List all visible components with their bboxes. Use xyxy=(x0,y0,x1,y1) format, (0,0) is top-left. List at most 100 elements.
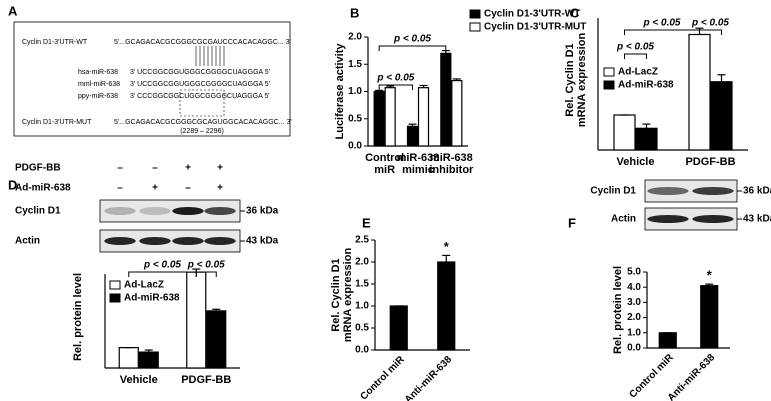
annotation: * xyxy=(707,268,713,283)
y-tick-label: 2.0 xyxy=(348,32,362,43)
y-axis-label: Luciferase activity xyxy=(334,43,346,140)
bar xyxy=(373,90,385,147)
x-tick-label: mimic xyxy=(402,164,434,176)
blot-band xyxy=(104,207,136,215)
sequence-position: (2289 – 2296) xyxy=(180,128,224,135)
legend-label: Cyclin D1-3'UTR-MUT xyxy=(484,22,586,33)
bar xyxy=(138,351,159,369)
x-tick-label: Anti-miR-638 xyxy=(403,354,455,401)
x-tick-label: PDGF-BB xyxy=(181,374,231,386)
sequence-name: Cyclin D1-3'UTR-MUT xyxy=(22,119,92,126)
legend-label: Ad-LacZ xyxy=(618,67,658,78)
bracket xyxy=(128,271,197,277)
bracket xyxy=(624,53,647,59)
x-tick-label: PDGF-BB xyxy=(685,156,735,168)
x-tick-label: Vehicle xyxy=(617,156,655,168)
bracket xyxy=(378,45,447,51)
bar xyxy=(186,271,207,369)
x-tick-label: inhibitor xyxy=(429,164,474,176)
panel-label: B xyxy=(350,5,359,20)
blot-band xyxy=(692,215,734,223)
bracket xyxy=(378,84,413,90)
legend-swatch xyxy=(603,67,615,77)
treatment-sign: + xyxy=(217,163,223,174)
sequence-name: ppy-miR-638 xyxy=(78,93,118,100)
x-tick-label: miR-638 xyxy=(430,152,473,164)
y-tick-label: 0.5 xyxy=(355,323,369,334)
sequence: 5'...GCAGACACGCGGGCGCAGUGGCACACAGGC... 3… xyxy=(114,119,292,126)
chart: Rel. Cyclin D1 mRNA expression Vehicle PDGF… xyxy=(564,18,748,168)
annotation: p < 0.05 xyxy=(393,34,431,45)
panel-label: E xyxy=(362,215,371,230)
annotation: p < 0.05 xyxy=(187,260,225,271)
bar xyxy=(417,87,430,147)
legend-swatch xyxy=(469,22,481,32)
y-tick-label: 3.0 xyxy=(627,297,641,308)
sequence-name: hsa-miR-638 xyxy=(78,69,118,76)
bracket xyxy=(624,29,700,35)
band-name: Actin xyxy=(15,236,40,247)
band-size: 36 kDa xyxy=(246,206,279,217)
sequence: 3' UCCGGCGGUGGGCGGGGCUAGGGA 5' xyxy=(130,69,270,76)
x-tick-label: Control miR xyxy=(359,354,408,401)
bar xyxy=(613,114,636,151)
legend-swatch xyxy=(603,80,615,90)
blot-band xyxy=(647,215,689,223)
panel-label: C xyxy=(570,5,580,20)
y-tick-label: 2.5 xyxy=(355,235,369,246)
legend-label: Ad-miR-638 xyxy=(618,80,674,91)
sequence-name: Cyclin D1-3'UTR-WT xyxy=(22,39,88,46)
bar xyxy=(389,305,408,351)
x-tick-label: miR-638 xyxy=(397,152,440,164)
sequence: 3' UCCGGCGGUGGGCGGGGCUAGGGA 5' xyxy=(130,81,270,88)
panel-label: F xyxy=(568,215,576,230)
sequence-name: mml-miR-638 xyxy=(78,81,120,88)
bar xyxy=(440,52,452,147)
legend-swatch xyxy=(469,9,481,19)
blot-band xyxy=(204,207,236,215)
y-tick-label: 2.0 xyxy=(355,257,369,268)
y-tick-label: 1.0 xyxy=(355,301,369,312)
chart: Rel. protein level Vehicle PDGF-BB Ad-LacZ A… xyxy=(72,260,240,386)
band-name: Cyclin D1 xyxy=(590,186,636,197)
y-tick-label: 1.5 xyxy=(348,59,362,70)
y-tick-label: 0.5 xyxy=(348,113,362,124)
bar xyxy=(451,79,463,147)
sequence: 5'...GCAGACACGCGGGCGCGAUCCCACACAGGC... 3… xyxy=(114,39,291,46)
legend-swatch xyxy=(109,280,121,290)
blot-band xyxy=(104,237,136,245)
x-tick-label: miR xyxy=(374,164,395,176)
y-axis-label: mRNA expression xyxy=(342,248,354,343)
treatment-name: PDGF-BB xyxy=(15,163,61,174)
legend-label: Ad-miR-638 xyxy=(124,293,180,304)
y-axis-label: Rel. Cyclin D1 xyxy=(330,258,342,331)
bar xyxy=(384,87,396,147)
treatment-sign: + xyxy=(185,163,191,174)
y-axis-label: mRNA expression xyxy=(576,33,588,128)
annotation: p < 0.05 xyxy=(643,18,681,29)
bar xyxy=(437,261,456,351)
annotation: p < 0.05 xyxy=(616,42,654,53)
panel-label: A xyxy=(8,3,18,18)
sequence-box xyxy=(13,21,291,137)
bar xyxy=(635,127,658,151)
blot-band xyxy=(139,207,171,215)
treatment-name: Ad-miR-638 xyxy=(15,183,71,194)
bar xyxy=(688,33,711,151)
y-tick-label: 4.0 xyxy=(627,282,641,293)
bar xyxy=(658,332,677,349)
bracket xyxy=(699,29,722,35)
y-tick-label: 1.0 xyxy=(348,86,362,97)
blot-band xyxy=(172,207,204,215)
y-tick-label: 5.0 xyxy=(627,267,641,278)
bar xyxy=(118,347,139,369)
y-tick-label: 0.0 xyxy=(355,345,369,356)
band-name: Cyclin D1 xyxy=(15,206,61,217)
mutation-box xyxy=(179,89,225,117)
x-tick-label: Vehicle xyxy=(120,374,158,386)
bracket xyxy=(195,271,217,277)
treatment-sign: + xyxy=(152,183,158,194)
